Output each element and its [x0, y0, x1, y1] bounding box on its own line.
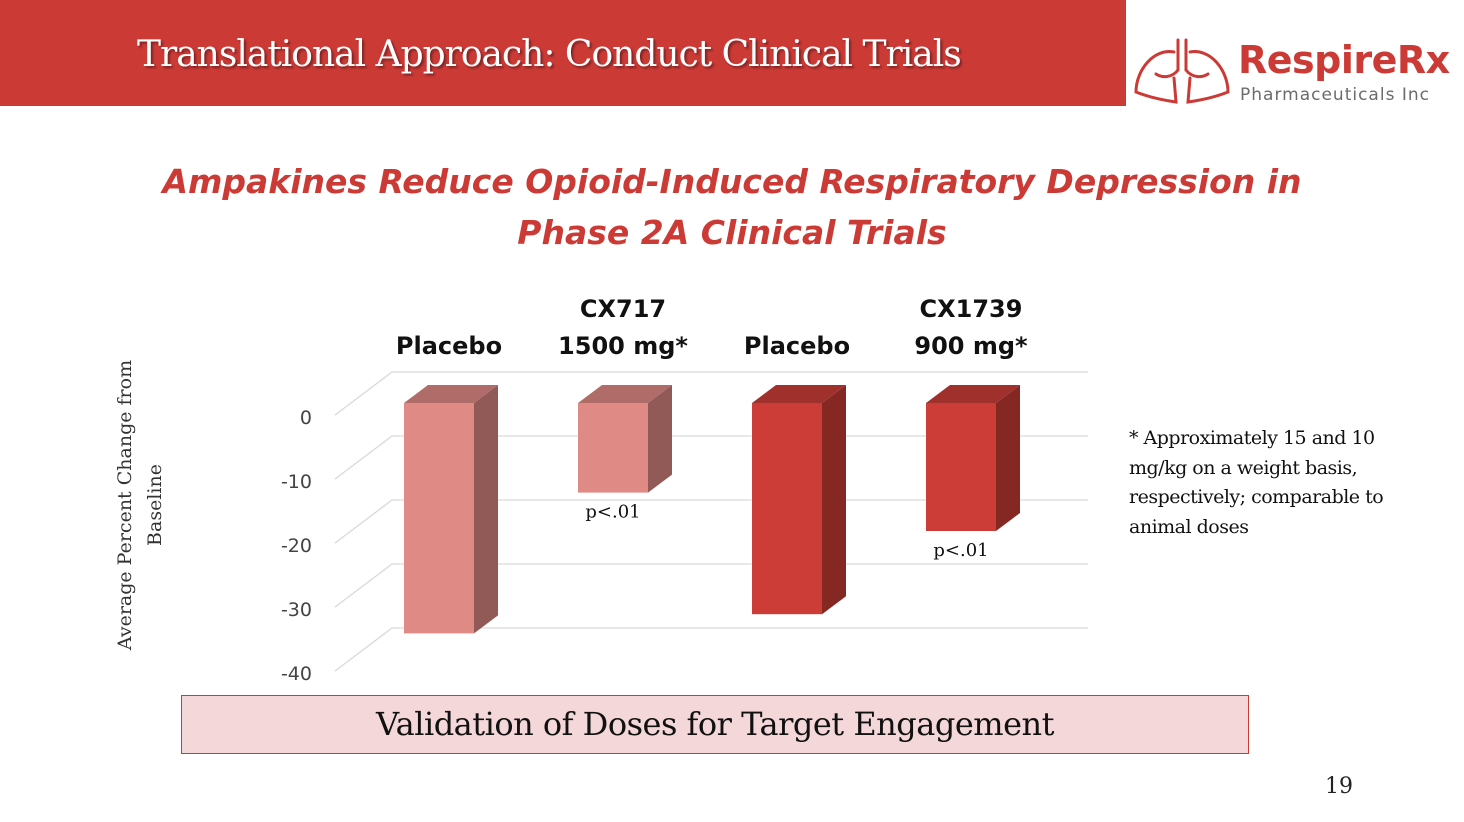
logo-subtitle: Pharmaceuticals Inc — [1240, 85, 1430, 105]
significance-label: p<.01 — [585, 502, 640, 523]
category-label-line: Placebo — [395, 332, 503, 360]
callout-box: Validation of Doses for Target Engagemen… — [181, 695, 1249, 754]
gridline-depth — [334, 499, 393, 544]
gridline-depth — [334, 563, 393, 608]
category-label-line: 1500 mg* — [558, 332, 688, 360]
category-label-line: CX717 — [579, 295, 667, 323]
bar-side — [474, 385, 498, 634]
category-label: Placebo — [349, 328, 549, 365]
subtitle-line-1: Ampakines Reduce Opioid-Induced Respirat… — [162, 162, 1302, 201]
gridline-depth — [334, 627, 393, 672]
bar-side — [996, 385, 1020, 531]
subtitle-line-2: Phase 2A Clinical Trials — [517, 213, 947, 252]
y-tick-label: -30 — [281, 599, 312, 621]
bar — [926, 403, 996, 531]
slide-title: Translational Approach: Conduct Clinical… — [137, 34, 962, 75]
bar — [404, 403, 474, 634]
page-number: 19 — [1325, 774, 1353, 799]
slide-subtitle: Ampakines Reduce Opioid-Induced Respirat… — [0, 156, 1464, 258]
bar-side — [822, 385, 846, 615]
category-label-line: CX1739 — [919, 295, 1023, 323]
bar-top — [926, 385, 1020, 403]
category-label-line: Placebo — [743, 332, 851, 360]
bar — [752, 403, 822, 615]
y-tick-label: -10 — [281, 471, 312, 493]
gridline-depth — [334, 435, 393, 480]
bar-side — [648, 385, 672, 493]
bar-top — [752, 385, 846, 403]
title-banner: Translational Approach: Conduct Clinical… — [0, 0, 1126, 106]
lungs-icon — [1134, 38, 1230, 104]
company-logo: RespireRx Pharmaceuticals Inc — [1132, 30, 1462, 110]
category-label-line: 900 mg* — [914, 332, 1028, 360]
category-label: CX1739 900 mg* — [871, 291, 1071, 365]
y-tick-label: -40 — [281, 663, 312, 685]
gridline-depth — [334, 371, 393, 416]
footnote: * Approximately 15 and 10 mg/kg on a wei… — [1129, 427, 1384, 538]
bar-top — [404, 385, 498, 403]
y-tick-label: -20 — [281, 535, 312, 557]
y-tick-label: 0 — [300, 407, 312, 429]
category-label: CX717 1500 mg* — [523, 291, 723, 365]
bar — [578, 403, 648, 493]
significance-label: p<.01 — [933, 540, 988, 561]
bar-top — [578, 385, 672, 403]
logo-name: RespireRx — [1238, 38, 1450, 82]
category-label: Placebo — [697, 328, 897, 365]
